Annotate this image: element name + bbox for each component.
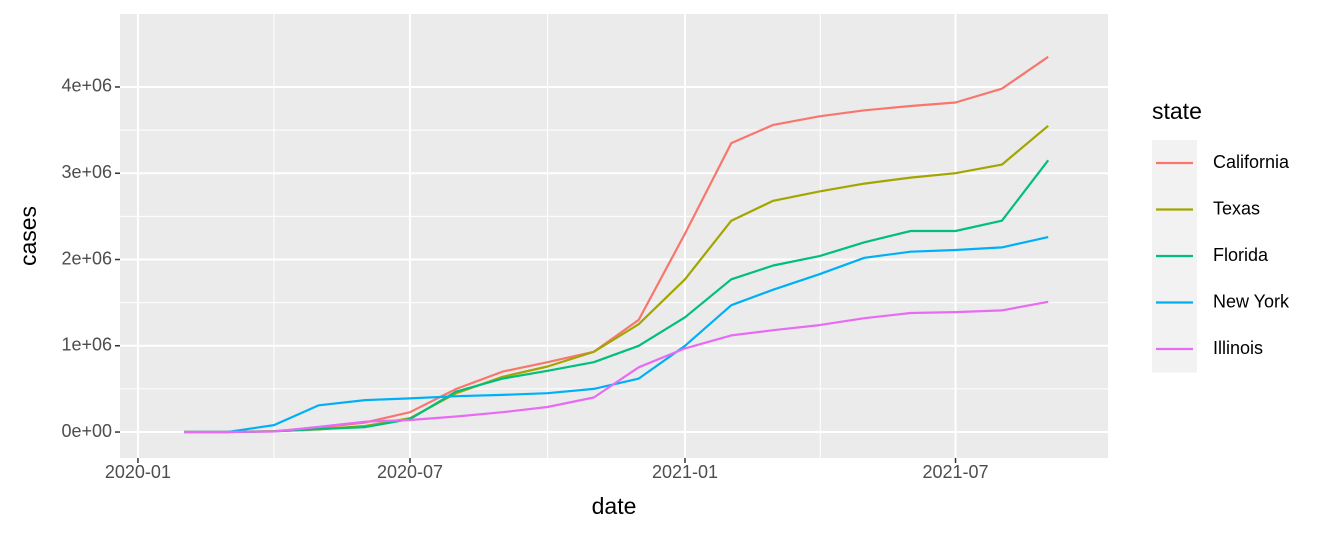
x-tick-label: 2021-07 bbox=[923, 462, 989, 482]
panel bbox=[120, 14, 1108, 458]
x-tick-label: 2020-07 bbox=[377, 462, 443, 482]
y-tick-label: 4e+06 bbox=[61, 76, 112, 96]
legend-label: New York bbox=[1213, 291, 1290, 311]
y-tick-label: 0e+00 bbox=[61, 421, 112, 441]
legend-label: Texas bbox=[1213, 198, 1260, 218]
series-line bbox=[184, 300, 1049, 434]
legend-label: Illinois bbox=[1213, 338, 1263, 358]
y-axis-title: cases bbox=[15, 206, 41, 266]
y-tick-label: 1e+06 bbox=[61, 335, 112, 355]
y-tick-label: 3e+06 bbox=[61, 162, 112, 182]
series-line bbox=[184, 236, 1049, 434]
x-tick-label: 2020-01 bbox=[105, 462, 171, 482]
y-tick-label: 2e+06 bbox=[61, 248, 112, 268]
series-line bbox=[184, 159, 1050, 434]
legend-label: California bbox=[1213, 152, 1290, 172]
legend-title: state bbox=[1152, 98, 1202, 124]
x-axis-title: date bbox=[592, 493, 637, 519]
x-tick-label: 2021-01 bbox=[652, 462, 718, 482]
legend-label: Florida bbox=[1213, 245, 1269, 265]
